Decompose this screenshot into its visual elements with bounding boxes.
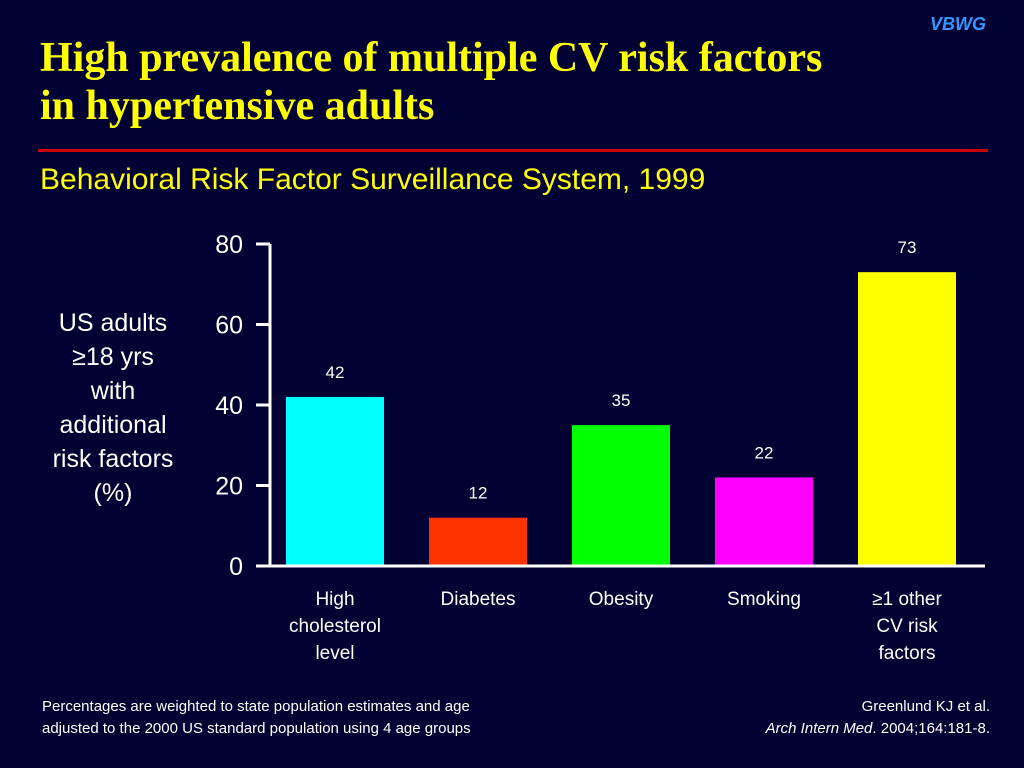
y-axis-label-line: (%)	[93, 479, 133, 507]
citation-details: . 2004;164:181-8.	[872, 720, 990, 737]
y-tick-label: 0	[229, 553, 243, 581]
footnote-line: adjusted to the 2000 US standard populat…	[42, 720, 471, 737]
category-label: Obesity	[589, 589, 654, 610]
category-label: Diabetes	[441, 589, 516, 610]
title-line-2: in hypertensive adults	[40, 83, 435, 129]
category-label: Smoking	[727, 589, 801, 610]
bar-data-label: 35	[612, 391, 631, 410]
y-axis-label-line: additional	[59, 411, 167, 439]
bar-data-label: 12	[469, 484, 488, 503]
category-label: cholesterol	[289, 616, 381, 637]
category-label: CV risk	[876, 616, 938, 637]
brand-logo: VBWG	[930, 14, 986, 34]
title-divider	[38, 149, 988, 152]
y-axis-label-line: US adults	[58, 309, 168, 337]
slide-title: High prevalence of multiple CV risk fact…	[40, 34, 990, 130]
bar-chart: 0 20 40 60 80 42 High cholesterol level 12 Diabete…	[215, 231, 985, 664]
citation-journal: Arch Intern Med	[765, 720, 873, 737]
bar	[715, 477, 813, 565]
bar	[572, 425, 670, 565]
bar-data-label: 22	[755, 443, 774, 462]
y-tick-label: 60	[215, 312, 243, 340]
citation: Greenlund KJ et al. Arch Intern Med. 200…	[766, 696, 990, 740]
category-label: factors	[878, 643, 935, 664]
bar	[429, 517, 527, 565]
bar	[286, 396, 384, 565]
category-label: High	[315, 589, 354, 610]
y-tick-label: 80	[215, 231, 243, 259]
bar-data-label: 73	[898, 238, 917, 257]
bar-data-label: 42	[326, 363, 345, 382]
footnote-line: Percentages are weighted to state popula…	[42, 698, 470, 715]
category-label: ≥1 other	[872, 589, 942, 610]
y-axis-label: US adults ≥18 yrs with additional risk f…	[40, 306, 186, 510]
citation-reference: Arch Intern Med. 2004;164:181-8.	[766, 718, 990, 740]
bar	[858, 272, 956, 565]
footnote: Percentages are weighted to state popula…	[42, 696, 471, 740]
y-axis-label-line: with	[90, 377, 136, 405]
slide-subtitle: Behavioral Risk Factor Surveillance Syst…	[40, 163, 706, 196]
y-axis-label-line: ≥18 yrs	[72, 343, 154, 371]
y-axis-label-line: risk factors	[52, 445, 174, 473]
citation-authors: Greenlund KJ et al.	[861, 698, 990, 715]
title-line-1: High prevalence of multiple CV risk fact…	[40, 35, 823, 81]
category-label: level	[315, 643, 354, 664]
y-tick-label: 40	[215, 392, 243, 420]
y-tick-label: 20	[215, 473, 243, 501]
